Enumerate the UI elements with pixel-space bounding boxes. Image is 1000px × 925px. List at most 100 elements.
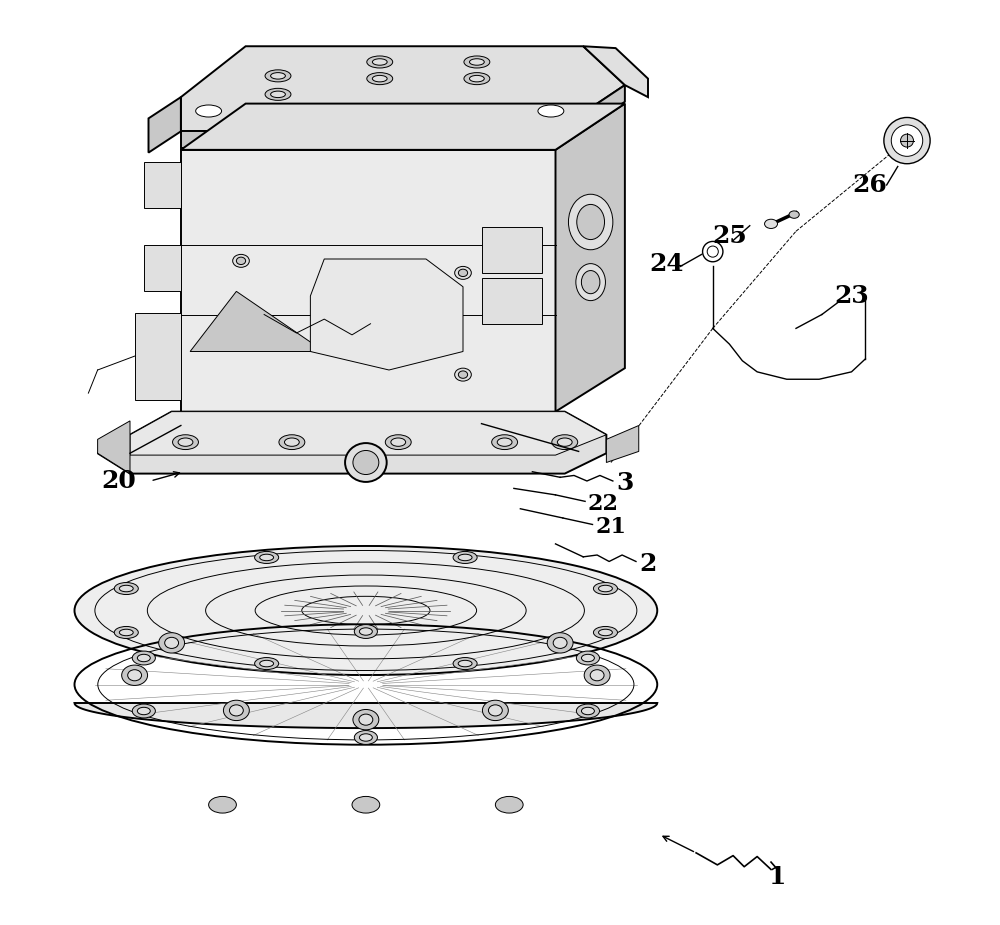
Ellipse shape: [114, 626, 138, 638]
Polygon shape: [144, 324, 181, 370]
Polygon shape: [482, 227, 542, 273]
Polygon shape: [181, 150, 556, 412]
Polygon shape: [144, 245, 181, 291]
Ellipse shape: [584, 665, 610, 685]
Ellipse shape: [557, 438, 572, 447]
Ellipse shape: [260, 554, 274, 561]
Ellipse shape: [132, 651, 155, 665]
Ellipse shape: [593, 626, 617, 638]
Ellipse shape: [581, 270, 600, 294]
Ellipse shape: [265, 69, 291, 81]
Polygon shape: [98, 421, 130, 474]
Ellipse shape: [255, 658, 279, 670]
Ellipse shape: [547, 633, 573, 653]
Polygon shape: [556, 104, 625, 412]
Ellipse shape: [137, 654, 150, 661]
Ellipse shape: [359, 734, 372, 741]
Ellipse shape: [552, 435, 578, 450]
Ellipse shape: [464, 56, 490, 68]
Ellipse shape: [765, 219, 778, 228]
Ellipse shape: [233, 254, 249, 267]
Text: 25: 25: [712, 224, 747, 248]
Ellipse shape: [495, 796, 523, 813]
Ellipse shape: [455, 266, 471, 279]
Ellipse shape: [455, 368, 471, 381]
Text: 21: 21: [595, 516, 626, 538]
Ellipse shape: [367, 56, 393, 68]
Ellipse shape: [119, 586, 133, 592]
Polygon shape: [144, 162, 181, 208]
Polygon shape: [135, 313, 181, 400]
Ellipse shape: [271, 92, 285, 97]
Ellipse shape: [359, 714, 373, 725]
Ellipse shape: [458, 371, 468, 378]
Ellipse shape: [492, 435, 518, 450]
Ellipse shape: [122, 665, 148, 685]
Text: 1: 1: [769, 865, 786, 889]
Ellipse shape: [196, 105, 222, 117]
Ellipse shape: [372, 76, 387, 82]
Ellipse shape: [497, 438, 512, 447]
Ellipse shape: [260, 660, 274, 667]
Ellipse shape: [576, 704, 599, 718]
Ellipse shape: [354, 731, 377, 745]
Text: 24: 24: [649, 252, 684, 276]
Ellipse shape: [576, 651, 599, 665]
Ellipse shape: [132, 704, 155, 718]
Ellipse shape: [223, 700, 249, 721]
Polygon shape: [482, 278, 542, 324]
Ellipse shape: [458, 554, 472, 561]
Ellipse shape: [372, 58, 387, 65]
Polygon shape: [181, 131, 556, 148]
Ellipse shape: [453, 551, 477, 563]
Text: 23: 23: [834, 284, 869, 308]
Polygon shape: [310, 259, 463, 370]
Polygon shape: [190, 291, 324, 352]
Ellipse shape: [137, 708, 150, 715]
Ellipse shape: [236, 257, 246, 265]
Ellipse shape: [178, 438, 193, 447]
Ellipse shape: [279, 435, 305, 450]
Ellipse shape: [458, 660, 472, 667]
Ellipse shape: [884, 117, 930, 164]
Ellipse shape: [488, 705, 502, 716]
Ellipse shape: [553, 637, 567, 648]
Ellipse shape: [482, 700, 508, 721]
Ellipse shape: [284, 438, 299, 447]
Ellipse shape: [353, 450, 379, 475]
Polygon shape: [181, 104, 625, 150]
Ellipse shape: [385, 435, 411, 450]
Text: 3: 3: [616, 471, 634, 495]
Ellipse shape: [599, 629, 612, 635]
Polygon shape: [606, 426, 639, 462]
Ellipse shape: [568, 194, 613, 250]
Ellipse shape: [354, 624, 377, 638]
Ellipse shape: [345, 443, 387, 482]
Ellipse shape: [271, 72, 285, 79]
Ellipse shape: [469, 76, 484, 82]
Ellipse shape: [114, 583, 138, 595]
Ellipse shape: [265, 88, 291, 101]
Polygon shape: [98, 412, 606, 474]
Text: 22: 22: [588, 493, 619, 515]
Polygon shape: [148, 97, 181, 153]
Polygon shape: [74, 703, 657, 728]
Ellipse shape: [599, 586, 612, 592]
Polygon shape: [181, 46, 625, 131]
Ellipse shape: [229, 705, 243, 716]
Ellipse shape: [367, 72, 393, 85]
Ellipse shape: [74, 546, 657, 675]
Ellipse shape: [353, 709, 379, 730]
Ellipse shape: [464, 72, 490, 85]
Ellipse shape: [209, 796, 236, 813]
Ellipse shape: [577, 204, 605, 240]
Ellipse shape: [901, 134, 913, 147]
Ellipse shape: [165, 637, 179, 648]
Polygon shape: [556, 85, 625, 148]
Ellipse shape: [458, 269, 468, 277]
Ellipse shape: [581, 708, 594, 715]
Ellipse shape: [703, 241, 723, 262]
Ellipse shape: [453, 658, 477, 670]
Ellipse shape: [159, 633, 185, 653]
Ellipse shape: [352, 796, 380, 813]
